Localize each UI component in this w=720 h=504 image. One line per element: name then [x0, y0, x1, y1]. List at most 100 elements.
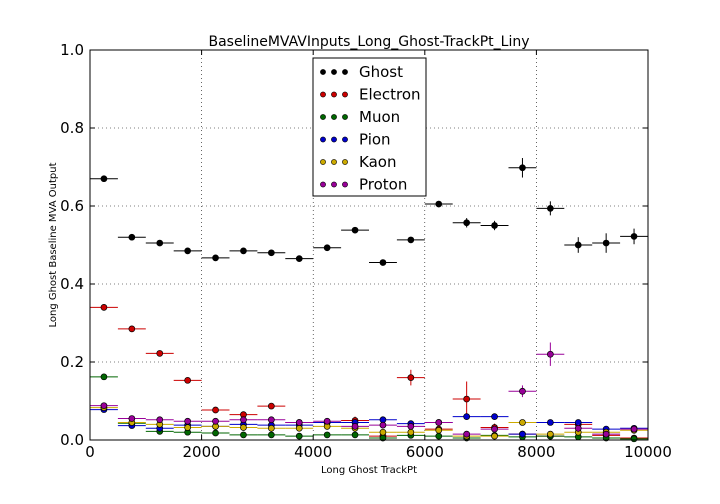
- proton-point: [240, 416, 247, 424]
- pion-point: [491, 413, 498, 420]
- series-ghost: [90, 158, 648, 266]
- ghost-point: [268, 249, 275, 257]
- electron-point: [268, 402, 275, 410]
- ghost-point: [156, 239, 164, 247]
- ghost-point: [184, 247, 191, 255]
- ghost-point: [491, 222, 498, 229]
- y-tick-label: 1.0: [60, 41, 84, 59]
- ghost-point: [602, 239, 610, 247]
- proton-point: [156, 416, 164, 424]
- legend-marker-muon: [331, 114, 337, 120]
- legend-marker-kaon: [342, 159, 348, 165]
- pion-point: [546, 419, 554, 426]
- legend-label-electron: Electron: [359, 86, 421, 104]
- kaon-point: [268, 424, 275, 432]
- legend-label-pion: Pion: [359, 131, 391, 149]
- kaon-point: [184, 424, 191, 431]
- ghost-point: [240, 247, 247, 255]
- x-tick-label: 2000: [183, 443, 221, 461]
- pion-point: [463, 413, 470, 420]
- kaon-point: [435, 426, 443, 434]
- proton-point: [379, 421, 387, 429]
- y-axis-label: Long Ghost Baseline MVA Output: [48, 162, 59, 327]
- legend-marker-kaon: [331, 159, 337, 165]
- muon-point: [268, 431, 275, 439]
- proton-point: [212, 417, 219, 425]
- muon-point: [295, 432, 303, 440]
- series-proton: [90, 342, 648, 438]
- muon-point: [100, 373, 108, 381]
- proton-point: [407, 423, 415, 430]
- legend-label-proton: Proton: [359, 176, 407, 194]
- legend-marker-kaon: [320, 159, 326, 165]
- y-tick-label: 0.6: [60, 197, 84, 215]
- muon-point: [212, 429, 219, 437]
- legend-marker-ghost: [320, 69, 326, 75]
- kaon-point: [546, 430, 554, 438]
- legend-marker-pion: [320, 136, 326, 143]
- legend-label-ghost: Ghost: [359, 63, 403, 81]
- proton-point: [519, 387, 526, 395]
- legend-marker-proton: [320, 181, 326, 188]
- proton-point: [463, 430, 470, 438]
- proton-point: [100, 402, 108, 410]
- electron-point: [407, 374, 415, 381]
- x-axis-label: Long Ghost TrackPt: [321, 465, 417, 476]
- y-tick-label: 0.0: [60, 431, 84, 449]
- proton-point: [128, 415, 136, 422]
- kaon-point: [379, 428, 387, 436]
- legend-marker-proton: [342, 181, 348, 188]
- data-marks: [90, 158, 648, 443]
- legend-marker-ghost: [342, 69, 348, 75]
- x-tick-label: 6000: [406, 443, 444, 461]
- ghost-point: [630, 233, 638, 240]
- ghost-point: [519, 164, 526, 172]
- legend-box: [312, 57, 427, 197]
- proton-point: [351, 423, 359, 430]
- electron-point: [100, 304, 108, 311]
- legend-label-kaon: Kaon: [359, 153, 396, 171]
- pion-point: [519, 430, 526, 438]
- proton-point: [491, 425, 498, 433]
- plot-frame: [89, 49, 649, 441]
- chart-title: BaselineMVAVInputs_Long_Ghost-TrackPt_Li…: [208, 34, 529, 50]
- proton-point: [435, 419, 443, 426]
- kaon-point: [240, 424, 247, 431]
- legend-marker-electron: [331, 91, 337, 98]
- ghost-point: [435, 200, 443, 208]
- kaon-point: [295, 424, 303, 432]
- legend-label-muon: Muon: [359, 108, 400, 126]
- muon-point: [351, 431, 359, 439]
- legend-marker-muon: [320, 114, 326, 120]
- ghost-point: [379, 259, 387, 266]
- muon-point: [323, 431, 331, 439]
- legend-marker-electron: [320, 91, 326, 98]
- muon-point: [435, 432, 443, 440]
- proton-point: [602, 430, 610, 438]
- proton-point: [268, 416, 275, 424]
- axis-ticks: 0 2000 4000 6000 8000 10000 0.0 0.2 0.4 0.6 0.8 1.0: [60, 41, 672, 461]
- x-tick-label: 10000: [624, 443, 672, 461]
- electron-point: [463, 395, 470, 403]
- x-tick-label: 0: [85, 443, 95, 461]
- proton-point: [295, 419, 303, 426]
- kaon-point: [407, 428, 415, 436]
- legend-marker-muon: [342, 114, 348, 120]
- legend-marker-electron: [342, 91, 348, 98]
- legend-marker-ghost: [331, 69, 337, 75]
- ghost-point: [100, 175, 108, 183]
- legend-marker-pion: [331, 136, 337, 143]
- legend-marker-proton: [331, 181, 337, 188]
- electron-point: [128, 325, 136, 333]
- ghost-point: [463, 219, 470, 227]
- ghost-point: [407, 236, 415, 244]
- kaon-point: [491, 432, 498, 440]
- ghost-point: [351, 226, 359, 234]
- ghost-point: [574, 241, 582, 249]
- x-tick-label: 8000: [517, 443, 555, 461]
- electron-point: [212, 406, 219, 414]
- kaon-point: [519, 419, 526, 426]
- ghost-point: [212, 254, 219, 262]
- proton-point: [323, 417, 331, 425]
